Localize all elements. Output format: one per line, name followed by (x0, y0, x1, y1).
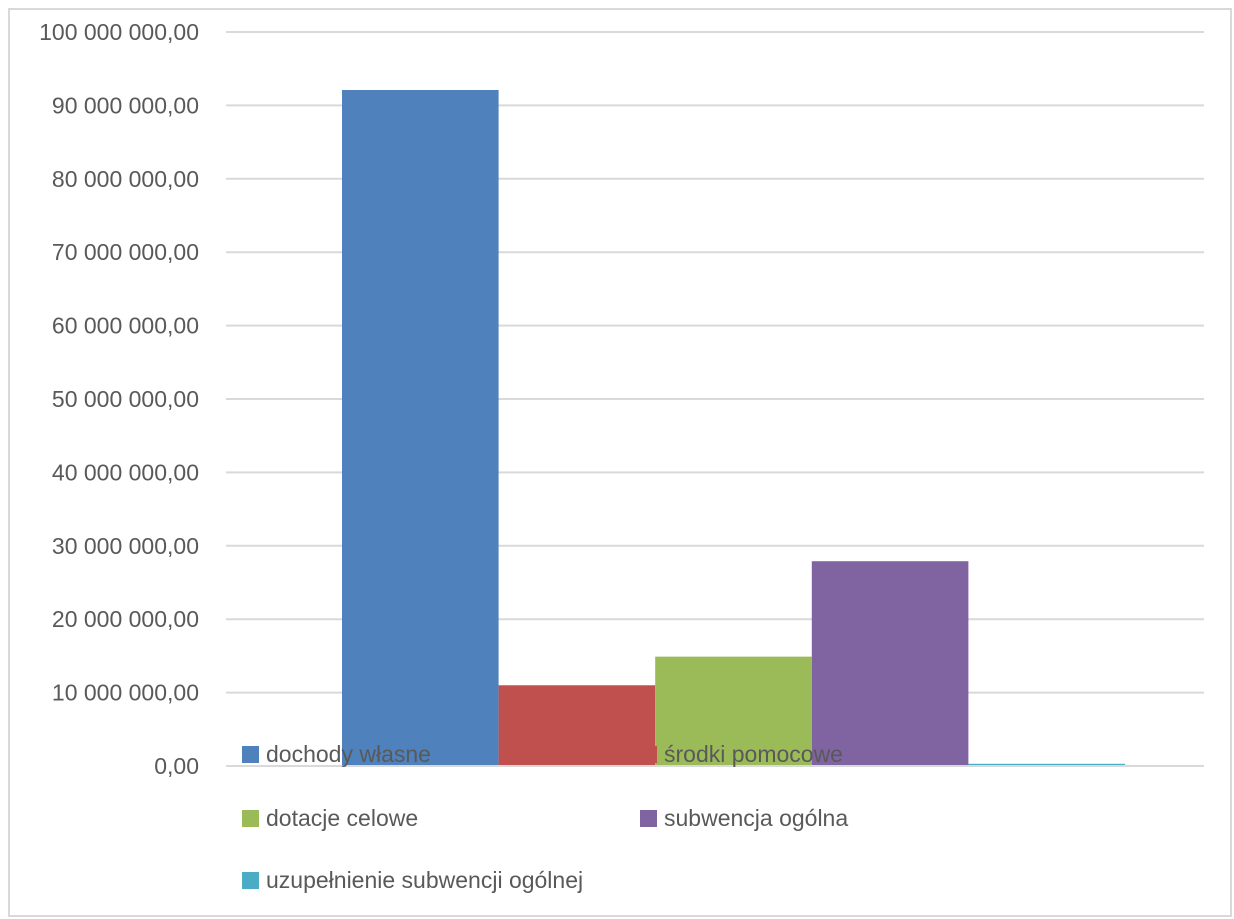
bars (342, 89, 1125, 766)
legend-label: uzupełnienie subwencji ogólnej (266, 867, 583, 893)
legend-swatch (242, 810, 259, 827)
legend-label: dochody własne (266, 741, 431, 767)
legend-swatch (242, 872, 259, 889)
y-axis-tick-labels: 0,00 10 000 000,00 20 000 000,00 30 000 000… (39, 19, 199, 779)
y-tick-label: 80 000 000,00 (52, 166, 199, 192)
y-tick-label: 40 000 000,00 (52, 459, 199, 485)
y-tick-label: 90 000 000,00 (52, 92, 199, 118)
legend-label: środki pomocowe (664, 741, 843, 767)
y-tick-label: 0,00 (154, 753, 199, 779)
legend-swatch (640, 746, 657, 763)
y-tick-label: 100 000 000,00 (39, 19, 199, 45)
bar (498, 685, 656, 766)
legend-label: subwencja ogólna (664, 805, 848, 831)
y-tick-label: 10 000 000,00 (52, 680, 199, 706)
bar (655, 656, 812, 766)
legend-swatch (242, 746, 259, 763)
legend-label: dotacje celowe (266, 805, 418, 831)
y-tick-label: 20 000 000,00 (52, 606, 199, 632)
bar (968, 763, 1125, 766)
y-tick-label: 60 000 000,00 (52, 313, 199, 339)
bar (342, 89, 499, 766)
y-tick-label: 30 000 000,00 (52, 533, 199, 559)
legend: dochody własne środki pomocowe dotacje cel… (242, 741, 848, 893)
bar (811, 561, 969, 766)
y-tick-label: 70 000 000,00 (52, 239, 199, 265)
y-tick-label: 50 000 000,00 (52, 386, 199, 412)
legend-swatch (640, 810, 657, 827)
